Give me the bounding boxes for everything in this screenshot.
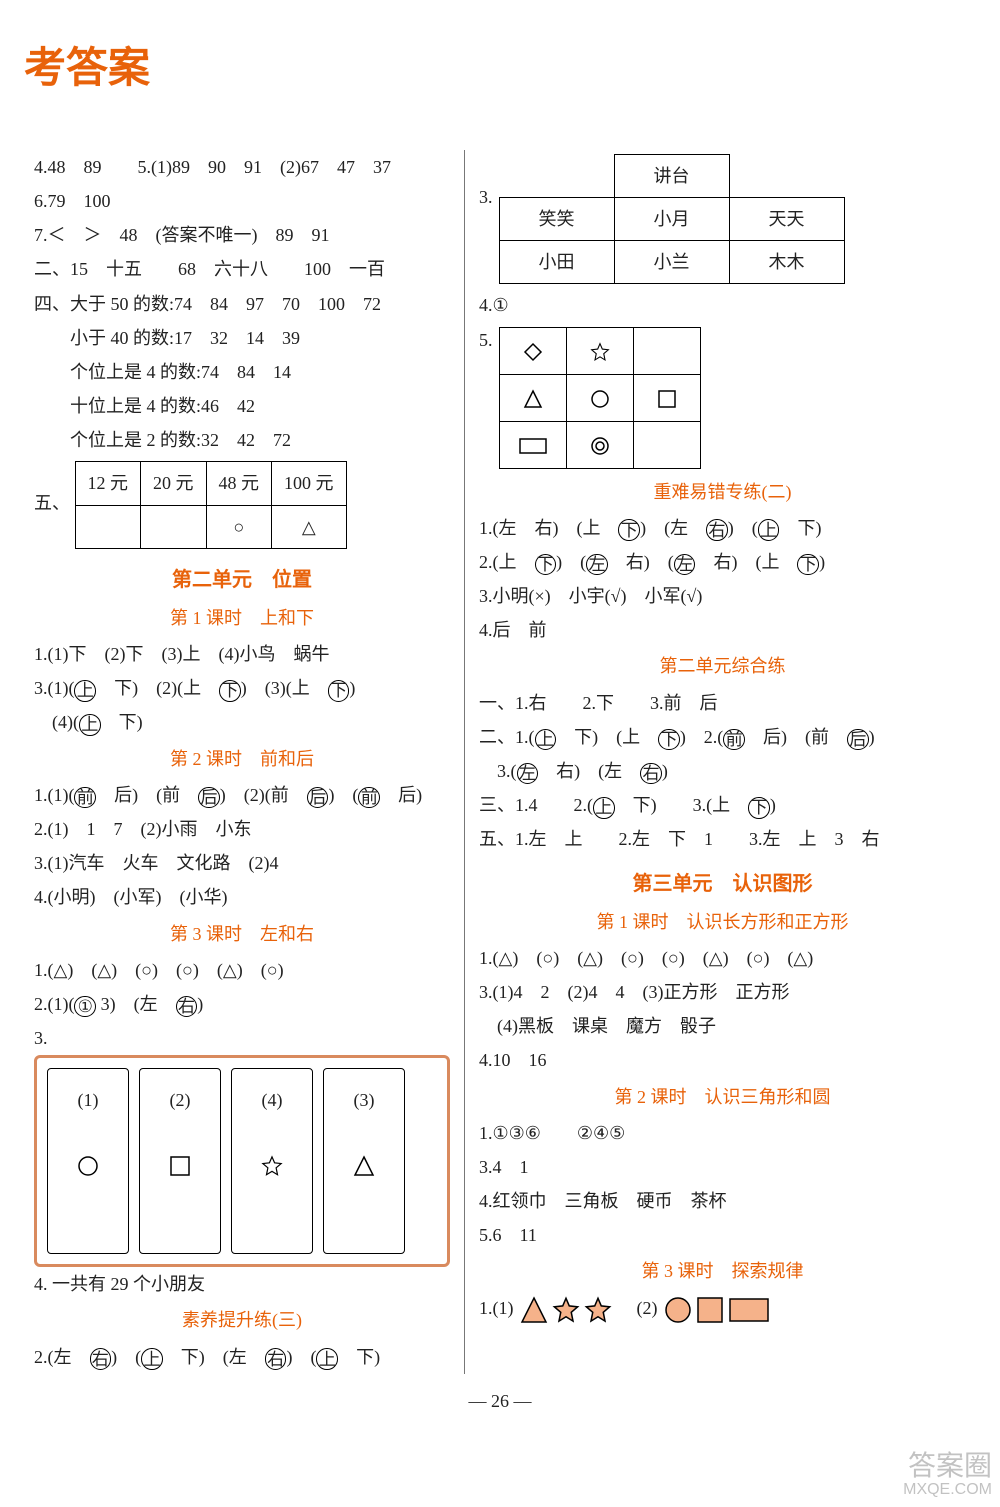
u2-1: 一、1.右 2.下 3.前 后 [479,686,966,720]
diamond-icon [499,327,566,374]
panel-slot: (1) [47,1068,129,1254]
circle-icon [77,1147,99,1181]
intro-line: 小于 40 的数:17 32 14 39 [34,321,450,355]
panel-slot: (4) [231,1068,313,1254]
h2-1: 1.(左 右) (上 下) (左 右) (上 下) [479,511,966,545]
intro-line: 6.79 100 [34,184,450,218]
lesson1-title: 第 1 课时 上和下 [34,601,450,635]
l3-2: 2.(1)(① 3) (左 右) [34,987,450,1021]
h2-4: 4.后 前 [479,613,966,647]
five-label: 五、 [34,493,70,513]
unit2-title: 第二单元 位置 [34,561,450,599]
panel-box: (1)(2)(4)(3) [34,1055,450,1267]
panel-slot: (2) [139,1068,221,1254]
circle-icon [664,1298,692,1318]
l3-1: 1.(△) (△) (○) (○) (△) (○) [34,953,450,987]
intro-line: 4.48 89 5.(1)89 90 91 (2)67 47 37 [34,150,450,184]
shapes2 [662,1298,772,1318]
r-q3: 3. 讲台 笑笑小月天天 小田小兰木木 [479,150,966,289]
panel-slot: (3) [323,1068,405,1254]
u3l2-5: 5.6 11 [479,1218,966,1252]
u2-2b: 3.(左 右) (左 右) [479,754,966,788]
seating-table: 讲台 笑笑小月天天 小田小兰木木 [499,154,845,285]
intro-line: 二、15 十五 68 六十八 100 一百 [34,252,450,286]
triangle-icon [353,1147,375,1181]
u3l2-3: 3.4 1 [479,1150,966,1184]
lesson3-title: 第 3 课时 左和右 [34,917,450,951]
rect-icon [499,421,566,468]
h2-3: 3.小明(×) 小宇(√) 小军(√) [479,579,966,613]
u3-3a: 3.(1)4 2 (2)4 4 (3)正方形 正方形 [479,975,966,1009]
l1-3: 3.(1)(上 下) (2)(上 下) (3)(上 下) [34,671,450,705]
star-icon [552,1298,580,1318]
u2-5: 五、1.左 上 2.左 下 1 3.左 上 3 右 [479,822,966,856]
raise3-title: 素养提升练(三) [34,1303,450,1337]
u3l2-title: 第 2 课时 认识三角形和圆 [479,1080,966,1114]
intro-line: 四、大于 50 的数:74 84 97 70 100 72 [34,287,450,321]
h2-2: 2.(上 下) (左 右) (左 右) (上 下) [479,545,966,579]
circle-icon [566,374,633,421]
u2-2: 二、1.(上 下) (上 下) 2.(前 后) (前 后) [479,720,966,754]
rect-icon [728,1298,770,1318]
unit2comp-title: 第二单元综合练 [479,649,966,683]
lesson2-title: 第 2 课时 前和后 [34,742,450,776]
intro-line: 7.＜ ＞ 48 (答案不唯一) 89 91 [34,218,450,252]
triangle-icon [520,1298,548,1318]
u3l3-title: 第 3 课时 探索规律 [479,1254,966,1288]
l3-3: 3. (1)(2)(4)(3) [34,1021,450,1267]
intro-line: 个位上是 4 的数:74 84 14 [34,355,450,389]
watermark: 答案圈 MXQE.COM [903,1451,992,1499]
q5-row: 五、 12 元20 元48 元100 元 ○△ [34,457,450,552]
l1-1: 1.(1)下 (2)下 (3)上 (4)小鸟 蜗牛 [34,637,450,671]
intro-line: 个位上是 2 的数:32 42 72 [34,423,450,457]
r-q5: 5. [479,323,966,473]
r-q4: 4.① [479,288,966,322]
u3l2-4: 4.红领巾 三角板 硬币 茶杯 [479,1184,966,1218]
page-number: — 26 — [20,1384,980,1418]
content-columns: 4.48 89 5.(1)89 90 91 (2)67 47 376.79 10… [20,150,980,1374]
u2-3: 三、1.4 2.(上 下) 3.(上 下) [479,788,966,822]
u3l3-1: 1.(1) (2) [479,1291,966,1325]
l3-4: 4. 一共有 29 个小朋友 [34,1267,450,1301]
u3-3b: (4)黑板 课桌 魔方 骰子 [479,1009,966,1043]
shapes1 [518,1298,614,1318]
left-column: 4.48 89 5.(1)89 90 91 (2)67 47 376.79 10… [20,150,464,1374]
l2-1: 1.(1)(前 后) (前 后) (2)(前 后) (前 后) [34,778,450,812]
square-icon [633,374,700,421]
page-title: 考答案 [24,30,980,110]
star-icon [566,327,633,374]
u3-4: 4.10 16 [479,1043,966,1077]
donut-icon [566,421,633,468]
u3l1-title: 第 1 课时 认识长方形和正方形 [479,905,966,939]
circled: 上 [74,680,96,702]
star-icon [261,1147,283,1181]
star-icon [584,1298,612,1318]
hard2-title: 重难易错专练(二) [479,475,966,509]
price-table: 12 元20 元48 元100 元 ○△ [75,461,347,548]
unit3-title: 第三单元 认识图形 [479,865,966,903]
square-icon [169,1147,191,1181]
seat-top: 讲台 [614,154,729,197]
square-icon [696,1298,724,1318]
triangle-icon [499,374,566,421]
u3l2-1: 1.①③⑥ ②④⑤ [479,1116,966,1150]
u3-1: 1.(△) (○) (△) (○) (○) (△) (○) (△) [479,941,966,975]
l1-3b: (4)(上 下) [34,705,450,739]
raise3-2: 2.(左 右) (上 下) (左 右) (上 下) [34,1340,450,1374]
intro-line: 十位上是 4 的数:46 42 [34,389,450,423]
shape-grid [499,327,701,469]
right-column: 3. 讲台 笑笑小月天天 小田小兰木木 4.① 5. 重难易错专练(二) 1.(… [464,150,980,1374]
